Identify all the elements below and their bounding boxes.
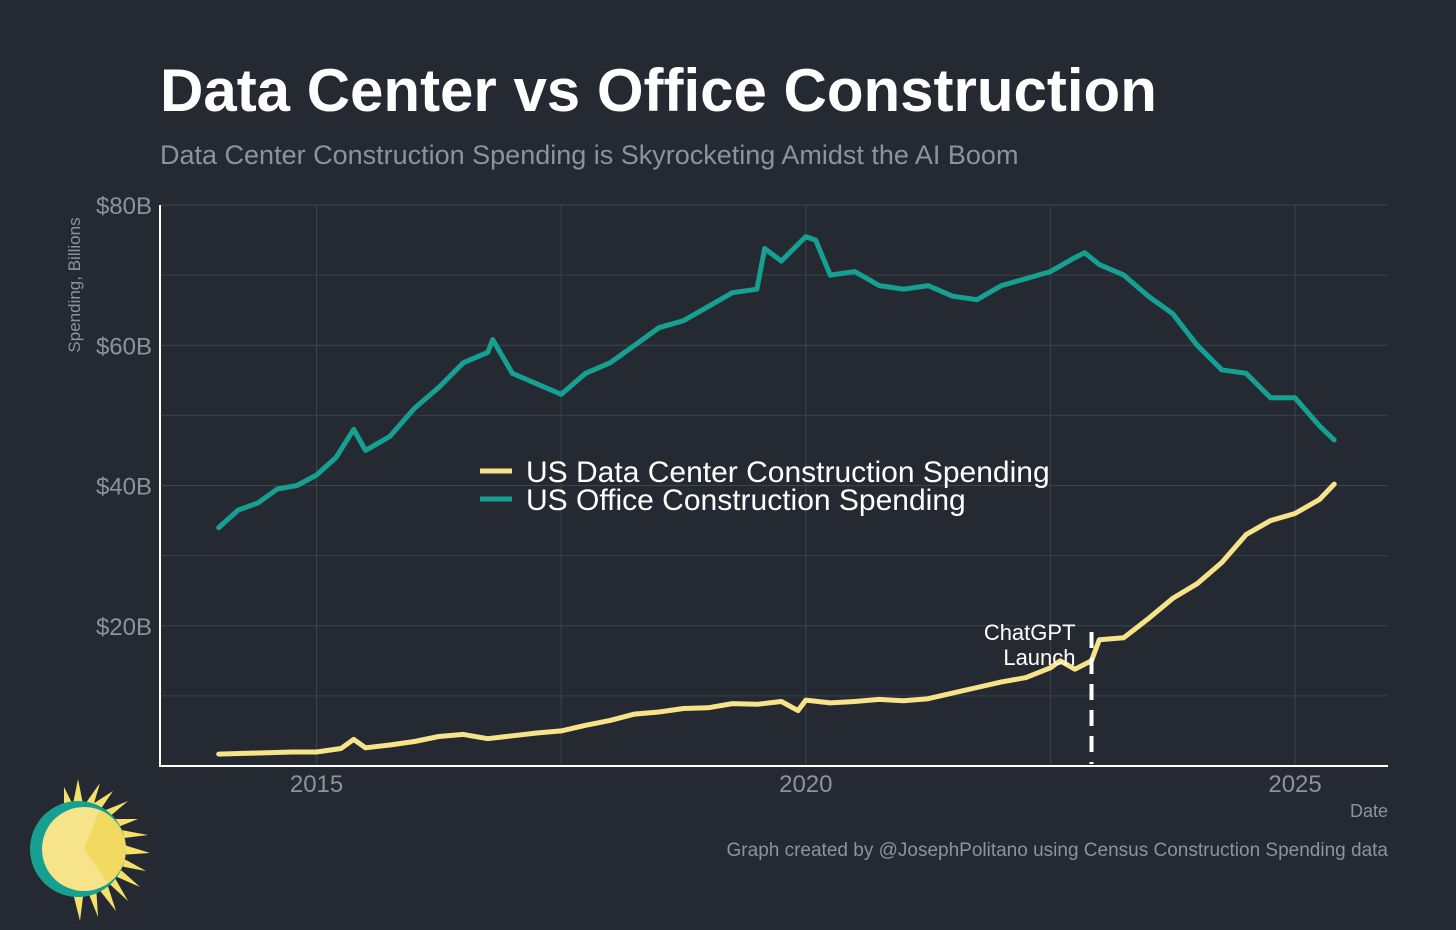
sun-logo-icon <box>20 776 155 926</box>
legend-label: US Office Construction Spending <box>526 484 966 517</box>
y-tick-label: $40B <box>96 474 152 501</box>
y-tick-label: $20B <box>96 614 152 641</box>
annotation-label: Launch <box>1003 645 1075 670</box>
y-tick-label: $80B <box>96 193 152 220</box>
gridlines <box>160 204 1388 766</box>
x-tick-label: 2015 <box>290 771 343 798</box>
source-caption: Graph created by @JosephPolitano using C… <box>726 840 1388 861</box>
y-tick-label: $60B <box>96 333 152 360</box>
x-tick-label: 2025 <box>1268 771 1321 798</box>
y-axis-label: Spending, Billions <box>65 217 84 352</box>
legend-label: US Data Center Construction Spending <box>526 456 1050 489</box>
series-layer <box>216 234 1337 757</box>
series-line-office <box>216 234 1337 531</box>
x-axis-label: Date <box>1350 801 1388 821</box>
x-tick-label: 2020 <box>779 771 832 798</box>
chart-title: Data Center vs Office Construction <box>160 57 1157 124</box>
annotation-label: ChatGPT <box>984 620 1076 645</box>
series-line-data-center <box>216 481 1337 757</box>
axes: $20B $40B $60B $80B 2015 2020 2025 Spending, Bi… <box>65 193 1388 821</box>
chart-subtitle: Data Center Construction Spending is Sky… <box>160 140 1019 170</box>
